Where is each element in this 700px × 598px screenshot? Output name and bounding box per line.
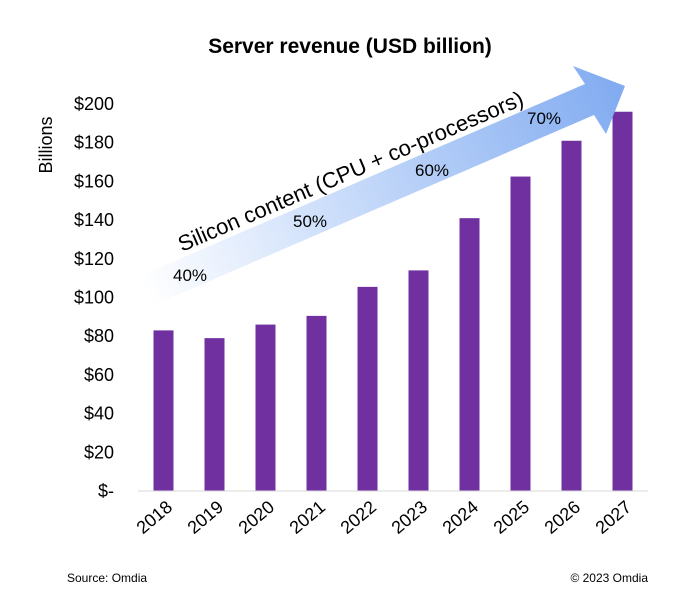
milestone-label: 40%	[173, 266, 207, 285]
bar-2021	[306, 315, 327, 491]
bar-2020	[255, 324, 276, 491]
x-tick-label: 2021	[286, 497, 330, 538]
bars	[153, 111, 633, 492]
x-tick-label: 2026	[541, 497, 585, 538]
silicon-content-arrow: Silicon content (CPU + co-processors)	[140, 66, 625, 305]
y-tick-label: $180	[74, 133, 114, 153]
y-tick-label: $20	[84, 442, 114, 462]
bar-2024	[459, 218, 480, 492]
y-tick-label: $80	[84, 326, 114, 346]
y-axis-ticks: $- $20 $40 $60 $80 $100 $120 $140 $160 $180 $200	[74, 94, 114, 501]
x-tick-label: 2023	[388, 497, 432, 538]
bar-2019	[204, 338, 225, 491]
milestone-label: 60%	[415, 161, 449, 180]
x-tick-label: 2022	[337, 497, 381, 538]
bar-2026	[561, 140, 582, 491]
x-tick-label: 2024	[439, 497, 483, 538]
y-tick-label: $160	[74, 171, 114, 191]
bar-2022	[357, 286, 378, 491]
x-tick-label: 2020	[235, 497, 279, 538]
bar-2027	[612, 111, 633, 492]
x-tick-label: 2027	[592, 497, 636, 538]
bar-2025	[510, 176, 531, 491]
silicon-milestones: 40% 50% 60% 70%	[173, 109, 561, 285]
x-tick-label: 2025	[490, 497, 534, 538]
y-tick-label: $60	[84, 365, 114, 385]
x-axis-ticks: 2018 2019 2020 2021 2022 2023 2024 2025 2026 2027	[133, 497, 636, 538]
bar-2023	[408, 270, 429, 491]
chart-title: Server revenue (USD billion)	[208, 35, 492, 58]
y-tick-label: $-	[98, 481, 114, 501]
y-tick-label: $100	[74, 288, 114, 308]
y-tick-label: $140	[74, 210, 114, 230]
milestone-label: 70%	[527, 109, 561, 128]
y-tick-label: $40	[84, 404, 114, 424]
y-axis-label: Billions	[36, 116, 56, 173]
milestone-label: 50%	[293, 212, 327, 231]
bar-2018	[153, 330, 174, 491]
y-tick-label: $120	[74, 249, 114, 269]
source-note: Source: Omdia	[67, 571, 148, 585]
y-tick-label: $200	[74, 94, 114, 114]
x-tick-label: 2019	[184, 497, 228, 538]
copyright-note: © 2023 Omdia	[570, 571, 648, 585]
gradient-arrow-shape	[140, 66, 625, 305]
x-tick-label: 2018	[133, 497, 177, 538]
